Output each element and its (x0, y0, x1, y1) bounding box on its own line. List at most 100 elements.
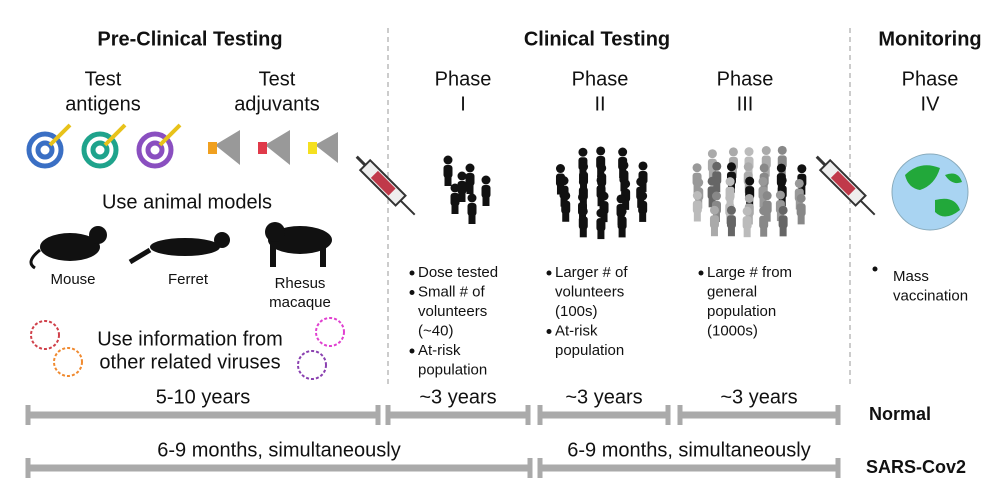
bullet-text: (1000s) (707, 322, 758, 339)
bullet-text: Large # from (707, 264, 792, 281)
person-body (450, 193, 460, 206)
person-body (443, 165, 453, 178)
person-head (599, 191, 609, 201)
person-body (596, 218, 606, 232)
person-head (578, 147, 588, 157)
person-head (742, 206, 752, 216)
person-legs (743, 228, 751, 238)
section-title: Pre-Clinical Testing (97, 28, 282, 50)
timeline-label: 6-9 months, simultaneously (567, 439, 810, 461)
person-head (597, 163, 607, 173)
bullet-text: Larger # of (555, 264, 628, 281)
label: Use information from (97, 328, 283, 350)
person-head (726, 162, 736, 172)
bullet-dot (546, 329, 552, 334)
bullet-dot (409, 270, 415, 276)
person-head (794, 178, 804, 188)
person-head (555, 164, 565, 174)
person-body (709, 215, 719, 229)
person-body (467, 203, 477, 216)
animals (29, 222, 332, 270)
phase-label: IV (921, 93, 941, 115)
person-head (481, 175, 491, 185)
person-body (617, 216, 627, 230)
person-head (758, 176, 768, 186)
person-legs (797, 215, 805, 225)
person-head (443, 155, 453, 165)
person-head (725, 177, 735, 187)
person-head (692, 163, 702, 173)
person-head (596, 208, 606, 218)
bullet-text: (~40) (418, 322, 453, 339)
targets (26, 123, 182, 169)
animal-label: Rhesus (275, 275, 326, 292)
person-head (596, 146, 606, 156)
person-head (707, 176, 717, 186)
person-head (618, 147, 628, 157)
person-head (797, 164, 807, 174)
person-legs (762, 167, 770, 177)
person-head (776, 163, 786, 173)
person-body (561, 200, 571, 214)
person-head (743, 162, 753, 172)
person-head (636, 177, 646, 187)
person-head (638, 161, 648, 171)
person-head (694, 178, 704, 188)
timeline-label: ~3 years (419, 386, 496, 408)
person-head (777, 175, 787, 185)
person-head (775, 190, 785, 200)
person-legs (600, 213, 608, 223)
bullet-dot (872, 266, 878, 272)
phase-label: II (594, 93, 605, 115)
bullet-dot (409, 348, 415, 354)
megaphones (208, 130, 338, 165)
phase-label: Phase (717, 68, 774, 90)
person-body (481, 185, 491, 198)
bullet-text: Mass (893, 268, 929, 285)
people (443, 145, 807, 240)
person-head (578, 192, 588, 202)
person-legs (466, 185, 474, 194)
person-head (578, 206, 588, 216)
viruses (30, 317, 345, 380)
person-head (578, 177, 588, 187)
person-legs (710, 227, 718, 237)
person-legs (618, 228, 626, 238)
person-legs (468, 215, 476, 224)
timeline-name: SARS-Cov2 (866, 457, 966, 477)
timeline-label: ~3 years (565, 386, 642, 408)
person-head (621, 179, 631, 189)
person-head (744, 193, 754, 203)
person-body (742, 216, 752, 230)
label: adjuvants (234, 93, 320, 115)
bullet-text: vaccination (893, 287, 968, 304)
timeline-label: 5-10 years (156, 386, 251, 408)
person-head (619, 160, 629, 170)
person-head (579, 162, 589, 172)
animal-label: Ferret (168, 271, 209, 288)
person-head (457, 171, 467, 181)
bullet-text: volunteers (555, 283, 624, 300)
bullet-text: (100s) (555, 303, 598, 320)
bullet-dot (409, 290, 415, 295)
person-head (467, 193, 477, 203)
person-head (762, 191, 772, 201)
person-head (561, 191, 571, 201)
phase-label: I (460, 93, 466, 115)
person-legs (444, 177, 452, 186)
person-head (778, 205, 788, 215)
person-legs (639, 212, 647, 222)
person-head (617, 206, 627, 216)
person-legs (713, 183, 721, 193)
label: antigens (65, 93, 141, 115)
person-head (465, 163, 475, 173)
person-legs (458, 193, 466, 202)
person-head (596, 175, 606, 185)
person-body (465, 173, 475, 186)
person-legs (779, 227, 787, 237)
bullet-text: Small # of (418, 283, 486, 300)
timeline-label: ~3 years (720, 386, 797, 408)
phase-label: Phase (572, 68, 629, 90)
label: Test (259, 68, 296, 90)
